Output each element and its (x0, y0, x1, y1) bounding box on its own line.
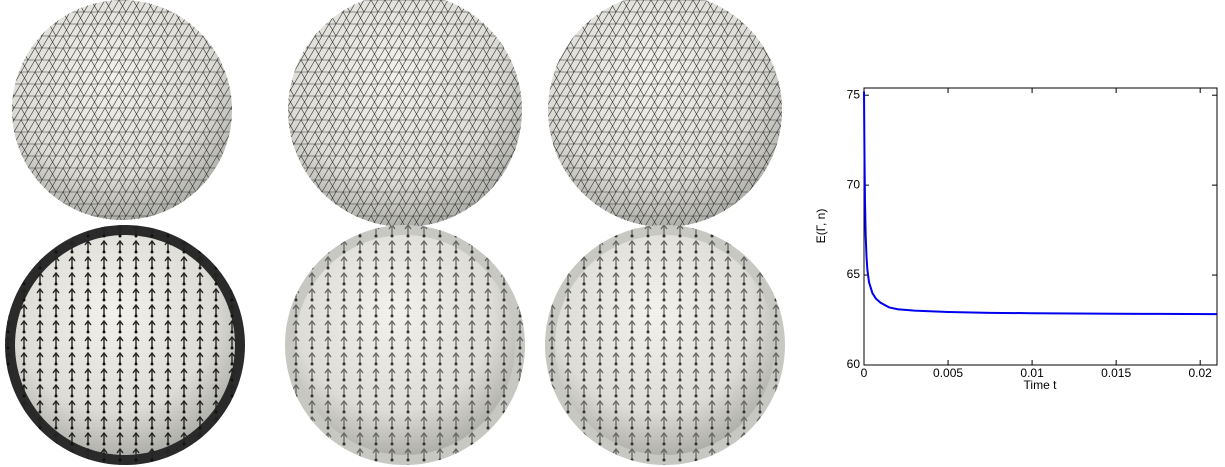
directors (285, 225, 525, 465)
energy-chart: Time t E(Γ, n) 60 65 70 75 0 0.005 0.01 0.015 0.… (814, 87, 1218, 392)
mesh (288, 0, 522, 227)
plot-frame (863, 87, 1218, 366)
x-tick-label: 0.01 (1020, 366, 1044, 380)
mesh (548, 0, 782, 227)
x-axis-label: Time t (1024, 378, 1058, 392)
x-tick-label: 0 (861, 366, 868, 380)
directors (545, 225, 785, 465)
x-tick-label: 0.015 (1101, 366, 1131, 380)
directors (5, 225, 245, 465)
x-tick-label: 0.02 (1189, 366, 1213, 380)
sphere-meshes (12, 0, 782, 227)
mesh (12, 0, 232, 220)
y-tick-label: 60 (847, 357, 861, 371)
energy-line (863, 91, 1218, 316)
y-tick-label: 65 (847, 267, 861, 281)
y-tick-label: 70 (847, 177, 861, 191)
y-tick-label: 75 (847, 87, 861, 101)
sphere-directors (5, 225, 785, 465)
x-tick-label: 0.005 (933, 366, 963, 380)
y-axis-label: E(Γ, n) (814, 209, 828, 244)
